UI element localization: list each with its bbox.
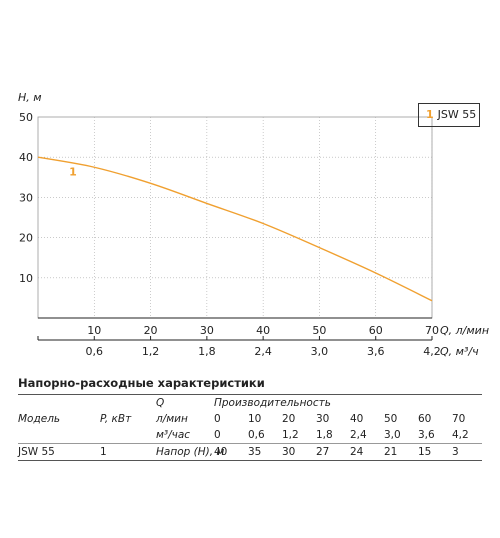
cell-m3h: 2,4 xyxy=(350,427,384,444)
cell-head: 35 xyxy=(248,443,282,461)
y-tick-label: 50 xyxy=(19,111,33,124)
series-marker-label: 1 xyxy=(69,166,77,179)
x-secondary-tick-label: 3,0 xyxy=(311,345,329,358)
cell-m3h: 1,2 xyxy=(282,427,316,444)
cell-head: 24 xyxy=(350,443,384,461)
cell-lmin: 0 xyxy=(214,413,221,425)
cell-head: 27 xyxy=(316,443,350,461)
x-secondary-tick-label: 0,6 xyxy=(86,345,104,358)
x-axis-label-lmin: Q, л/мин xyxy=(440,324,489,337)
chart-series: 1 xyxy=(37,156,433,302)
x-tick-label: 40 xyxy=(256,324,270,337)
y-tick-label: 10 xyxy=(19,272,33,285)
x-tick-label: 70 xyxy=(425,324,439,337)
chart-grid xyxy=(37,116,433,341)
header-q: Q xyxy=(156,394,214,411)
cell-head: 15 xyxy=(418,443,452,461)
cell-lmin: 10 xyxy=(248,413,262,425)
table-row-m3h: м³/час 0 0,6 1,2 1,8 2,4 3,0 3,6 4,2 xyxy=(18,427,483,444)
y-tick-label: 40 xyxy=(19,151,33,164)
cell-lmin: 30 xyxy=(316,413,330,425)
table-title: Напорно-расходные характеристики xyxy=(18,376,265,390)
table-row-lmin: л/мин 0 10 20 30 40 50 60 70 xyxy=(18,411,482,427)
row-label-head: Напор (H), м xyxy=(156,443,224,461)
cell-lmin: 40 xyxy=(350,413,364,425)
header-model: Модель xyxy=(18,394,100,444)
row-label-m3h: м³/час xyxy=(156,427,214,444)
x-secondary-tick-label: 1,2 xyxy=(142,345,160,358)
header-power: P, кВт xyxy=(100,394,156,444)
cell-m3h: 0,6 xyxy=(248,427,282,444)
x-secondary-tick-label: 4,2 xyxy=(423,345,441,358)
legend-marker: 1 xyxy=(426,108,434,121)
x-tick-label: 20 xyxy=(144,324,158,337)
cell-m3h: 3,0 xyxy=(384,427,418,444)
y-tick-label: 30 xyxy=(19,191,33,204)
legend-label: JSW 55 xyxy=(437,108,477,121)
chart-legend: 1 JSW 55 xyxy=(418,103,480,127)
table-row-jsw55: JSW 55 1 Напор (H), м 40 35 30 27 24 21 … xyxy=(18,443,483,461)
x-secondary-tick-label: 2,4 xyxy=(254,345,272,358)
row-label-lmin: л/мин xyxy=(156,413,188,425)
x-tick-label: 50 xyxy=(312,324,326,337)
cell-power: 1 xyxy=(100,443,156,461)
plot-frame xyxy=(37,116,433,319)
cell-lmin: 50 xyxy=(384,413,398,425)
x-tick-label: 10 xyxy=(87,324,101,337)
cell-head: 30 xyxy=(282,443,316,461)
cell-lmin: 20 xyxy=(282,413,296,425)
pump-curve-chart: 10 20 30 40 50 10 20 30 40 50 60 70 0,6 1,2 1,8 2,4 3,0 3… xyxy=(18,91,489,358)
table-header-row: Модель P, кВт Q Производительность xyxy=(18,394,483,444)
cell-m3h: 0 xyxy=(214,427,248,444)
x-axis-label-m3h: Q, м³/ч xyxy=(440,345,479,358)
cell-head: 3 xyxy=(452,443,483,461)
cell-head: 40 xyxy=(214,443,248,461)
y-tick-label: 20 xyxy=(19,232,33,245)
cell-m3h: 3,6 xyxy=(418,427,452,444)
series-line-jsw55 xyxy=(37,156,433,302)
cell-head: 21 xyxy=(384,443,418,461)
cell-model: JSW 55 xyxy=(18,443,100,461)
performance-table: Модель P, кВт Q Производительность л/мин… xyxy=(18,394,483,461)
x-secondary-tick-label: 3,6 xyxy=(367,345,385,358)
header-productivity: Производительность xyxy=(214,394,483,411)
cell-m3h: 1,8 xyxy=(316,427,350,444)
y-axis-label: H, м xyxy=(18,91,42,104)
x-tick-label: 60 xyxy=(369,324,383,337)
cell-lmin: 70 xyxy=(452,413,466,425)
x-secondary-tick-label: 1,8 xyxy=(198,345,216,358)
cell-lmin: 60 xyxy=(418,413,432,425)
cell-m3h: 4,2 xyxy=(452,427,483,444)
x-tick-label: 30 xyxy=(200,324,214,337)
chart-ticks: 10 20 30 40 50 10 20 30 40 50 60 70 0,6 1,2 1,8 2,4 3,0 3… xyxy=(19,111,441,358)
